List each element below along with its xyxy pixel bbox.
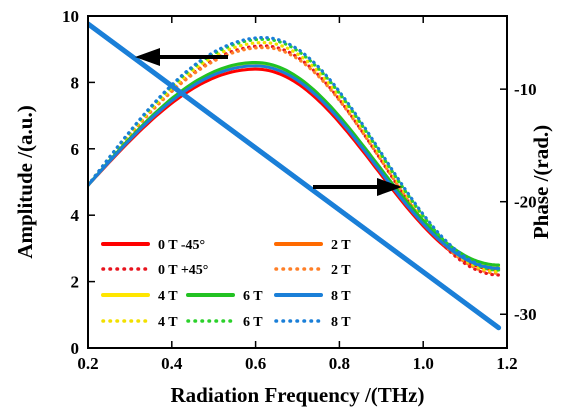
arrows — [135, 48, 402, 196]
y-left-tick-label: 6 — [71, 140, 80, 159]
legend-label: 8 T — [331, 289, 351, 304]
y-right-tick-label: -20 — [514, 193, 537, 212]
y-left-tick-label: 4 — [71, 206, 80, 225]
y-left-tick-label: 2 — [71, 273, 80, 292]
ticks-layer: 0.2 0.4 0.6 0.8 1.0 1.2 0 2 4 6 8 10 -10 -20 -30 — [62, 7, 537, 373]
plot-frame — [87, 15, 508, 349]
legend-label: 8 T — [331, 315, 351, 330]
y-right-tick-label: -30 — [514, 305, 537, 324]
x-tick-label: 1.2 — [496, 354, 517, 373]
legend-label: 6 T — [243, 289, 263, 304]
arrow-left-head — [135, 48, 160, 66]
legend-label: 4 T — [158, 315, 178, 330]
y-right-tick-label: -10 — [514, 80, 537, 99]
x-axis-title: Radiation Frequency /(THz) — [171, 383, 425, 407]
amplitude-series-8 — [88, 64, 501, 270]
legend-label: 2 T — [331, 238, 351, 253]
arrow-right-head — [377, 178, 402, 196]
legend-label: 0 T -45° — [158, 238, 205, 253]
x-tick-label: 1.0 — [413, 354, 434, 373]
y-left-tick-label: 10 — [62, 7, 79, 26]
y-left-axis-title: Amplitude /(a.u.) — [13, 105, 37, 258]
legend-label: 0 T +45° — [158, 263, 208, 278]
x-tick-label: 0.4 — [161, 354, 183, 373]
x-tick-label: 0.2 — [77, 354, 98, 373]
y-right-axis-title: Phase /(rad.) — [529, 125, 553, 239]
amplitude-series-9 — [88, 36, 501, 270]
x-tick-label: 0.6 — [245, 354, 266, 373]
plot-layer — [88, 21, 502, 331]
legend-label: 4 T — [158, 289, 178, 304]
x-tick-label: 0.8 — [329, 354, 350, 373]
phase-line-top — [88, 21, 501, 330]
legend: 0 T -45° 2 T 0 T +45° 2 T 4 T 6 T 8 T 4 T 6 T 8 T — [101, 238, 351, 330]
amplitude-series-6 — [88, 61, 501, 267]
legend-label: 6 T — [243, 315, 263, 330]
legend-label: 2 T — [331, 263, 351, 278]
amplitude-series-5 — [88, 41, 501, 274]
y-left-tick-label: 0 — [71, 339, 80, 358]
y-left-tick-label: 8 — [71, 73, 80, 92]
